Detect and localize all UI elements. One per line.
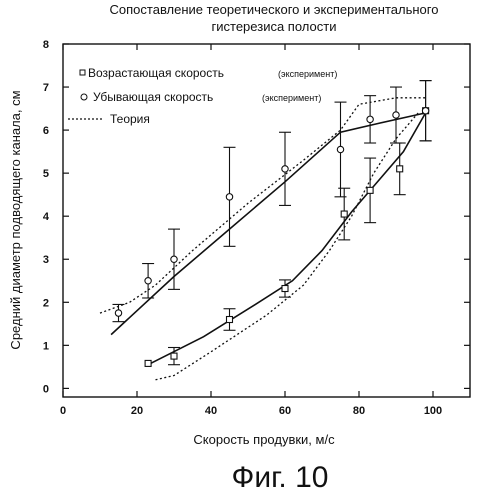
- chart-title-line1: Сопоставление теоретического и экспериме…: [110, 2, 439, 17]
- fit-line-solid: [111, 113, 426, 335]
- y-tick-label: 1: [43, 340, 49, 352]
- increasing-point: [367, 187, 373, 193]
- y-axis-label: Средний диаметр подводящего канала, см: [8, 90, 23, 349]
- decreasing-point: [422, 108, 428, 114]
- x-tick-label: 40: [205, 405, 217, 417]
- increasing-point: [145, 360, 151, 366]
- legend-note-increasing: (эксперимент): [278, 69, 337, 79]
- decreasing-point: [337, 146, 343, 152]
- decreasing-point: [393, 112, 399, 118]
- increasing-point: [227, 317, 233, 323]
- x-tick-label: 0: [60, 405, 66, 417]
- legend-square-marker: [80, 70, 85, 75]
- x-tick-label: 20: [131, 405, 143, 417]
- y-tick-label: 6: [43, 125, 49, 137]
- x-tick-label: 60: [279, 405, 291, 417]
- x-tick-label: 80: [353, 405, 365, 417]
- x-tick-label: 100: [424, 405, 442, 417]
- y-tick-label: 8: [43, 39, 49, 51]
- x-axis-label: Скорость продувки, м/с: [193, 432, 335, 447]
- decreasing-point: [145, 278, 151, 284]
- increasing-point: [397, 166, 403, 172]
- y-tick-label: 3: [43, 254, 49, 266]
- y-tick-label: 4: [43, 211, 50, 223]
- decreasing-point: [282, 166, 288, 172]
- decreasing-point: [367, 116, 373, 122]
- fit-line-solid: [148, 113, 426, 365]
- decreasing-point: [171, 256, 177, 262]
- theory-line-dotted: [156, 113, 419, 380]
- y-tick-label: 5: [43, 168, 49, 180]
- decreasing-point: [115, 310, 121, 316]
- chart-title-line2: гистерезиса полости: [212, 19, 337, 34]
- increasing-point: [341, 211, 347, 217]
- legend: Возрастающая скорость (эксперимент) Убыв…: [68, 66, 337, 126]
- legend-label-increasing: Возрастающая скорость: [88, 66, 224, 80]
- y-tick-label: 2: [43, 297, 49, 309]
- legend-circle-marker: [81, 94, 87, 100]
- data-points: [113, 81, 432, 367]
- legend-label-decreasing: Убывающая скорость: [93, 90, 213, 104]
- y-tick-label: 7: [43, 82, 49, 94]
- y-tick-label: 0: [43, 383, 49, 395]
- decreasing-point: [226, 194, 232, 200]
- legend-note-decreasing: (эксперимент): [262, 93, 321, 103]
- figure-caption: Фиг. 10: [232, 461, 329, 494]
- fit-lines: [100, 98, 426, 380]
- increasing-point: [171, 353, 177, 359]
- increasing-point: [282, 286, 288, 292]
- legend-label-theory: Теория: [110, 112, 150, 126]
